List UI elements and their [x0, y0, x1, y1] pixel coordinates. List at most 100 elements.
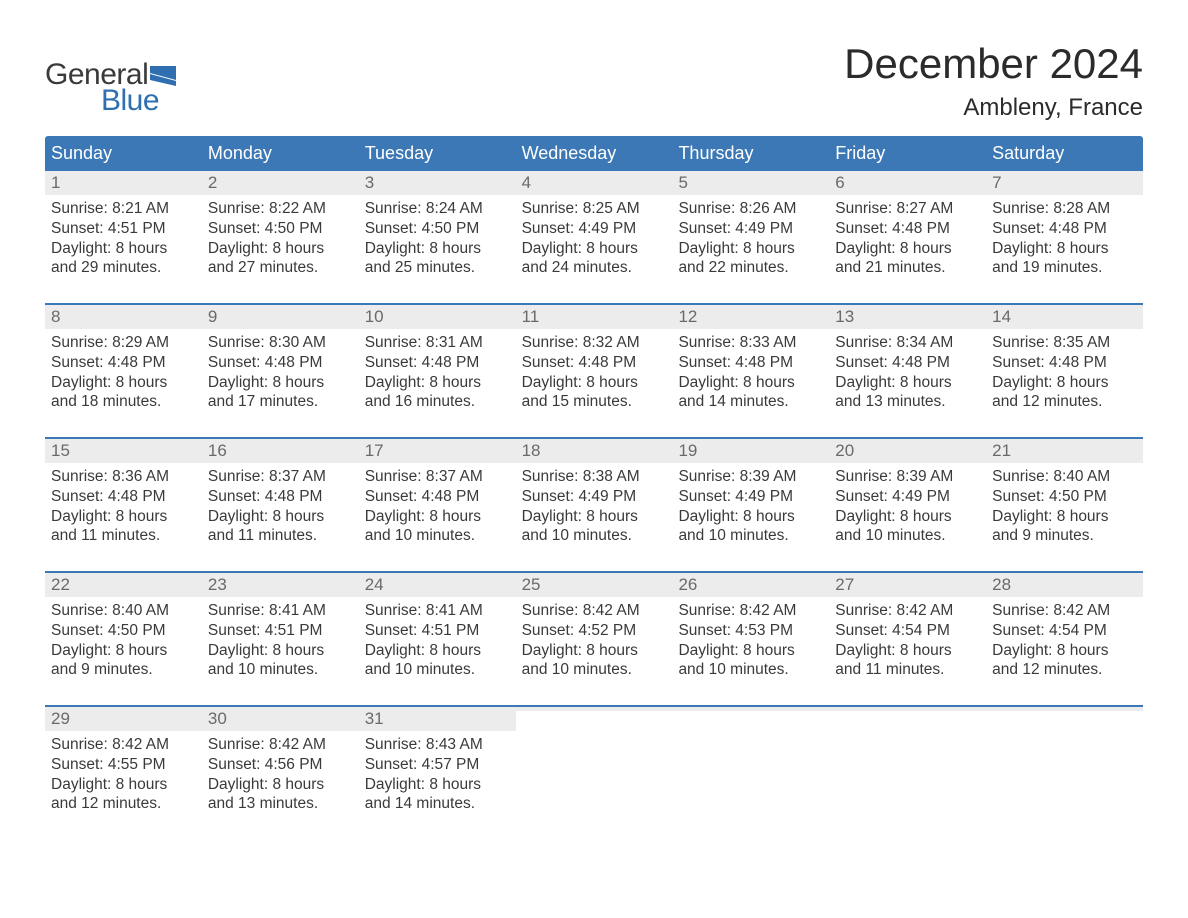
daylight-text-1: Daylight: 8 hours: [835, 507, 980, 527]
day-number-row: 20: [829, 439, 986, 463]
sunset-text: Sunset: 4:48 PM: [835, 219, 980, 239]
calendar-day: 24 Sunrise: 8:41 AMSunset: 4:51 PMDayligh…: [359, 573, 516, 691]
daylight-text-1: Daylight: 8 hours: [992, 641, 1137, 661]
calendar-day: 14Sunrise: 8:35 AMSunset: 4:48 PMDayligh…: [986, 305, 1143, 423]
day-number: 6: [835, 173, 844, 192]
day-details: Sunrise: 8:37 AMSunset: 4:48 PMDaylight:…: [202, 463, 359, 550]
daylight-text-2: and 13 minutes.: [208, 794, 353, 814]
daylight-text-1: Daylight: 8 hours: [992, 373, 1137, 393]
sunset-text: Sunset: 4:51 PM: [208, 621, 353, 641]
sunrise-text: Sunrise: 8:42 AM: [208, 735, 353, 755]
sunset-text: Sunset: 4:48 PM: [992, 353, 1137, 373]
calendar-day: 28Sunrise: 8:42 AMSunset: 4:54 PMDayligh…: [986, 573, 1143, 691]
calendar-day: 3Sunrise: 8:24 AMSunset: 4:50 PMDaylight…: [359, 171, 516, 289]
day-details: Sunrise: 8:27 AMSunset: 4:48 PMDaylight:…: [829, 195, 986, 282]
sunset-text: Sunset: 4:48 PM: [365, 487, 510, 507]
calendar-day: 11Sunrise: 8:32 AMSunset: 4:48 PMDayligh…: [516, 305, 673, 423]
day-number: 17: [365, 441, 384, 460]
week-row: 8Sunrise: 8:29 AMSunset: 4:48 PMDaylight…: [45, 303, 1143, 423]
daylight-text-1: Daylight: 8 hours: [835, 641, 980, 661]
daylight-text-1: Daylight: 8 hours: [365, 507, 510, 527]
daylight-text-1: Daylight: 8 hours: [992, 239, 1137, 259]
day-details: Sunrise: 8:29 AMSunset: 4:48 PMDaylight:…: [45, 329, 202, 416]
daylight-text-2: and 22 minutes.: [678, 258, 823, 278]
sunrise-text: Sunrise: 8:29 AM: [51, 333, 196, 353]
sunrise-text: Sunrise: 8:33 AM: [678, 333, 823, 353]
day-number: 7: [992, 173, 1001, 192]
week-row: 15 Sunrise: 8:36 AMSunset: 4:48 PMDayligh…: [45, 437, 1143, 557]
daylight-text-2: and 17 minutes.: [208, 392, 353, 412]
day-number: 10: [365, 307, 384, 326]
calendar-day: 10Sunrise: 8:31 AMSunset: 4:48 PMDayligh…: [359, 305, 516, 423]
sunset-text: Sunset: 4:49 PM: [835, 487, 980, 507]
calendar: Sunday Monday Tuesday Wednesday Thursday…: [45, 136, 1143, 825]
day-number-row: 9: [202, 305, 359, 329]
day-details: Sunrise: 8:42 AMSunset: 4:56 PMDaylight:…: [202, 731, 359, 818]
daylight-text-1: Daylight: 8 hours: [51, 373, 196, 393]
day-number: 24: [365, 575, 384, 594]
calendar-day: 5Sunrise: 8:26 AMSunset: 4:49 PMDaylight…: [672, 171, 829, 289]
week-row: 29Sunrise: 8:42 AMSunset: 4:55 PMDayligh…: [45, 705, 1143, 825]
day-number-row: 3: [359, 171, 516, 195]
sunset-text: Sunset: 4:51 PM: [51, 219, 196, 239]
calendar-day: 12Sunrise: 8:33 AMSunset: 4:48 PMDayligh…: [672, 305, 829, 423]
calendar-day: 6 Sunrise: 8:27 AMSunset: 4:48 PMDaylight…: [829, 171, 986, 289]
weekday-header: Tuesday: [359, 136, 516, 171]
day-number: 25: [522, 575, 541, 594]
day-number-row: 16: [202, 439, 359, 463]
day-number: 27: [835, 575, 854, 594]
sunset-text: Sunset: 4:48 PM: [51, 487, 196, 507]
weekday-header: Sunday: [45, 136, 202, 171]
sunset-text: Sunset: 4:49 PM: [678, 219, 823, 239]
sunset-text: Sunset: 4:48 PM: [678, 353, 823, 373]
daylight-text-1: Daylight: 8 hours: [678, 239, 823, 259]
weekday-header: Thursday: [672, 136, 829, 171]
day-number-row: 25: [516, 573, 673, 597]
daylight-text-1: Daylight: 8 hours: [835, 239, 980, 259]
sunrise-text: Sunrise: 8:42 AM: [522, 601, 667, 621]
day-number: 16: [208, 441, 227, 460]
day-details: Sunrise: 8:37 AMSunset: 4:48 PMDaylight:…: [359, 463, 516, 550]
day-number-row: 27: [829, 573, 986, 597]
sunrise-text: Sunrise: 8:41 AM: [208, 601, 353, 621]
daylight-text-1: Daylight: 8 hours: [835, 373, 980, 393]
calendar-day: 20Sunrise: 8:39 AMSunset: 4:49 PMDayligh…: [829, 439, 986, 557]
day-details: Sunrise: 8:26 AMSunset: 4:49 PMDaylight:…: [672, 195, 829, 282]
sunrise-text: Sunrise: 8:37 AM: [365, 467, 510, 487]
daylight-text-1: Daylight: 8 hours: [365, 641, 510, 661]
calendar-day: 26Sunrise: 8:42 AMSunset: 4:53 PMDayligh…: [672, 573, 829, 691]
day-details: Sunrise: 8:41 AMSunset: 4:51 PMDaylight:…: [359, 597, 516, 684]
sunrise-text: Sunrise: 8:31 AM: [365, 333, 510, 353]
daylight-text-1: Daylight: 8 hours: [992, 507, 1137, 527]
week-row: 1Sunrise: 8:21 AMSunset: 4:51 PMDaylight…: [45, 171, 1143, 289]
calendar-day: [829, 707, 986, 825]
sunrise-text: Sunrise: 8:42 AM: [678, 601, 823, 621]
calendar-day: 1Sunrise: 8:21 AMSunset: 4:51 PMDaylight…: [45, 171, 202, 289]
sunrise-text: Sunrise: 8:26 AM: [678, 199, 823, 219]
daylight-text-2: and 9 minutes.: [51, 660, 196, 680]
day-details: Sunrise: 8:41 AMSunset: 4:51 PMDaylight:…: [202, 597, 359, 684]
daylight-text-2: and 29 minutes.: [51, 258, 196, 278]
day-details: Sunrise: 8:35 AMSunset: 4:48 PMDaylight:…: [986, 329, 1143, 416]
daylight-text-2: and 24 minutes.: [522, 258, 667, 278]
calendar-day: 16 Sunrise: 8:37 AMSunset: 4:48 PMDayligh…: [202, 439, 359, 557]
weekday-header: Saturday: [986, 136, 1143, 171]
daylight-text-1: Daylight: 8 hours: [522, 507, 667, 527]
day-number: 20: [835, 441, 854, 460]
sunrise-text: Sunrise: 8:34 AM: [835, 333, 980, 353]
day-number: 15: [51, 441, 70, 460]
sunrise-text: Sunrise: 8:40 AM: [992, 467, 1137, 487]
sunrise-text: Sunrise: 8:30 AM: [208, 333, 353, 353]
day-details: Sunrise: 8:36 AMSunset: 4:48 PMDaylight:…: [45, 463, 202, 550]
sunset-text: Sunset: 4:48 PM: [208, 353, 353, 373]
daylight-text-1: Daylight: 8 hours: [678, 373, 823, 393]
day-number-row: 15: [45, 439, 202, 463]
day-number: 21: [992, 441, 1011, 460]
day-number-row: 28: [986, 573, 1143, 597]
day-details: Sunrise: 8:42 AMSunset: 4:52 PMDaylight:…: [516, 597, 673, 684]
day-number: 2: [208, 173, 217, 192]
title-block: December 2024 Ambleny, France: [844, 40, 1143, 122]
sunset-text: Sunset: 4:50 PM: [208, 219, 353, 239]
daylight-text-2: and 11 minutes.: [208, 526, 353, 546]
day-number: 29: [51, 709, 70, 728]
